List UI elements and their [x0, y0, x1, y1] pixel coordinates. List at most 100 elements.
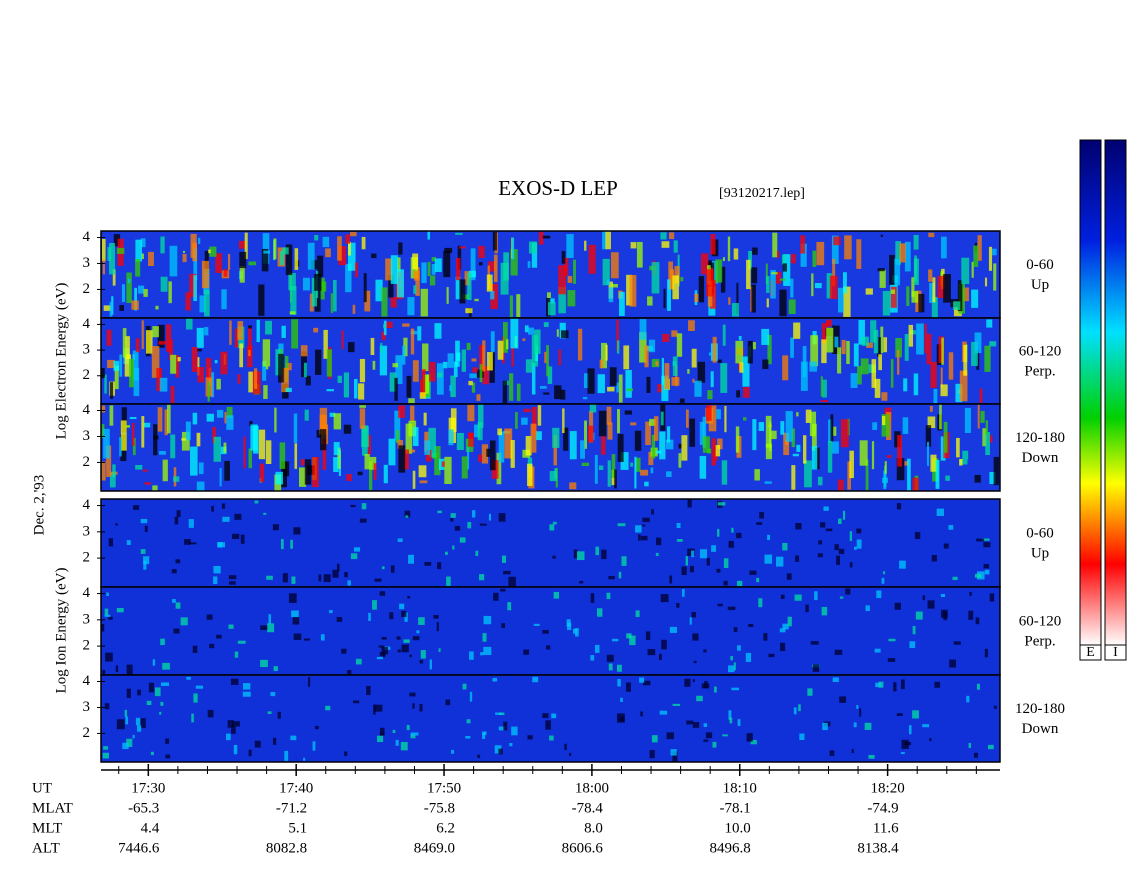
spectrogram-pixel	[587, 425, 594, 443]
spectrogram-pixel	[909, 641, 916, 648]
spectrogram-pixel	[595, 644, 600, 653]
spectrogram-pixel	[943, 421, 948, 453]
spectrogram-pixel	[451, 749, 454, 754]
spectrogram-pixel	[676, 333, 683, 357]
spectrogram-pixel	[727, 606, 736, 611]
spectrogram-pixel	[126, 540, 131, 546]
spectrogram-pixel	[551, 713, 557, 719]
spectrogram-pixel	[197, 367, 204, 383]
spectrogram-pixel	[412, 427, 419, 447]
spectrogram-pixel	[175, 355, 180, 378]
spectrogram-pixel	[116, 247, 125, 254]
spectrogram-pixel	[401, 644, 409, 653]
spectrogram-pixel	[140, 238, 146, 248]
spectrogram-pixel	[653, 416, 659, 441]
spectrogram-pixel	[134, 287, 137, 311]
spectrogram-pixel	[170, 385, 175, 404]
spectrogram-pixel	[493, 254, 498, 283]
spectrogram-pixel	[503, 721, 508, 731]
spectrogram-pixel	[222, 516, 230, 522]
spectrogram-pixel	[132, 350, 139, 381]
spectrogram-pixel	[620, 452, 629, 470]
spectrogram-pixel	[564, 257, 569, 276]
spectrogram-pixel	[616, 664, 622, 672]
spectrogram-pixel	[584, 240, 587, 251]
spectrogram-pixel	[767, 334, 772, 365]
spectrogram-pixel	[712, 336, 717, 363]
spectrogram-pixel	[510, 318, 519, 349]
spectrogram-pixel	[173, 476, 180, 482]
spectrogram-pixel	[395, 355, 403, 385]
spectrogram-pixel	[953, 641, 961, 645]
spectrogram-pixel	[694, 380, 702, 397]
spectrogram-pixel	[878, 681, 884, 688]
spectrogram-pixel	[389, 612, 394, 620]
spectrogram-pixel	[193, 247, 198, 280]
spectrogram-pixel	[479, 574, 485, 581]
spectrogram-pixel	[904, 334, 909, 361]
spectrogram-pixel	[492, 232, 497, 251]
spectrogram-pixel	[398, 242, 403, 255]
spectrogram-pixel	[231, 533, 240, 540]
spectrogram-pixel	[639, 677, 645, 683]
spectrogram-pixel	[444, 456, 452, 485]
spectrogram-pixel	[655, 552, 659, 557]
spectrogram-pixel	[189, 273, 197, 297]
spectrogram-pixel	[506, 339, 509, 350]
spectrogram-pixel	[291, 576, 296, 584]
spectrogram-background	[101, 499, 1000, 587]
spectrogram-pixel	[930, 361, 937, 388]
spectrogram-pixel	[388, 438, 396, 466]
spectrogram-pixel	[928, 269, 933, 282]
spectrogram-pixel	[392, 729, 396, 734]
file-label: [93120217.lep]	[719, 186, 805, 201]
spectrogram-pixel	[567, 290, 576, 307]
spectrogram-pixel	[221, 289, 227, 310]
spectrogram-pixel	[175, 559, 181, 564]
spectrogram-pixel	[606, 406, 612, 425]
spectrogram-pixel	[616, 340, 620, 354]
spectrogram-pixel	[699, 549, 708, 559]
spectrogram-pixel	[711, 545, 717, 552]
spectrogram-pixel	[225, 733, 231, 741]
spectrogram-pixel	[606, 654, 614, 662]
spectrogram-pixel	[157, 407, 163, 432]
spectrogram-pixel	[590, 593, 595, 603]
spectrogram-pixel	[367, 435, 371, 455]
spectrogram-pixel	[821, 322, 828, 344]
spectrogram-pixel	[155, 305, 159, 310]
spectrogram-pixel	[779, 628, 786, 633]
spectrogram-pixel	[248, 325, 252, 329]
spectrogram-pixel	[468, 380, 473, 386]
spectrogram-pixel	[469, 691, 473, 702]
spectrogram-pixel	[800, 235, 806, 254]
spectrogram-pixel	[767, 534, 771, 541]
spectrogram-pixel	[403, 337, 408, 357]
spectrogram-pixel	[516, 383, 521, 402]
spectrogram-pixel	[864, 722, 872, 730]
spectrogram-pixel	[436, 622, 439, 632]
ephemeris-value: 8496.8	[710, 840, 751, 856]
spectrogram-pixel	[926, 441, 930, 466]
spectrogram-pixel	[437, 510, 442, 514]
spectrogram-pixel	[645, 631, 651, 640]
spectrogram-pixel	[397, 440, 404, 449]
spectrogram-pixel	[137, 689, 141, 696]
x-tick-label: 18:10	[723, 780, 757, 796]
spectrogram-pixel	[882, 415, 886, 426]
spectrogram-pixel	[832, 258, 836, 287]
spectrogram-pixel	[896, 503, 902, 510]
spectrogram-pixel	[471, 382, 476, 393]
spectrogram-pixel	[326, 349, 332, 377]
y-tick-label: 2	[83, 638, 91, 654]
spectrogram-pixel	[758, 422, 765, 432]
spectrogram-pixel	[703, 739, 709, 742]
spectrogram-pixel	[358, 383, 365, 400]
spectrogram-pixel	[191, 346, 198, 372]
spectrogram-pixel	[420, 650, 426, 659]
spectrogram-pixel	[498, 513, 506, 522]
spectrogram-pixel	[617, 678, 621, 687]
spectrogram-pixel	[176, 510, 181, 518]
spectrogram-pixel	[437, 562, 442, 570]
spectrogram-pixel	[761, 328, 770, 345]
